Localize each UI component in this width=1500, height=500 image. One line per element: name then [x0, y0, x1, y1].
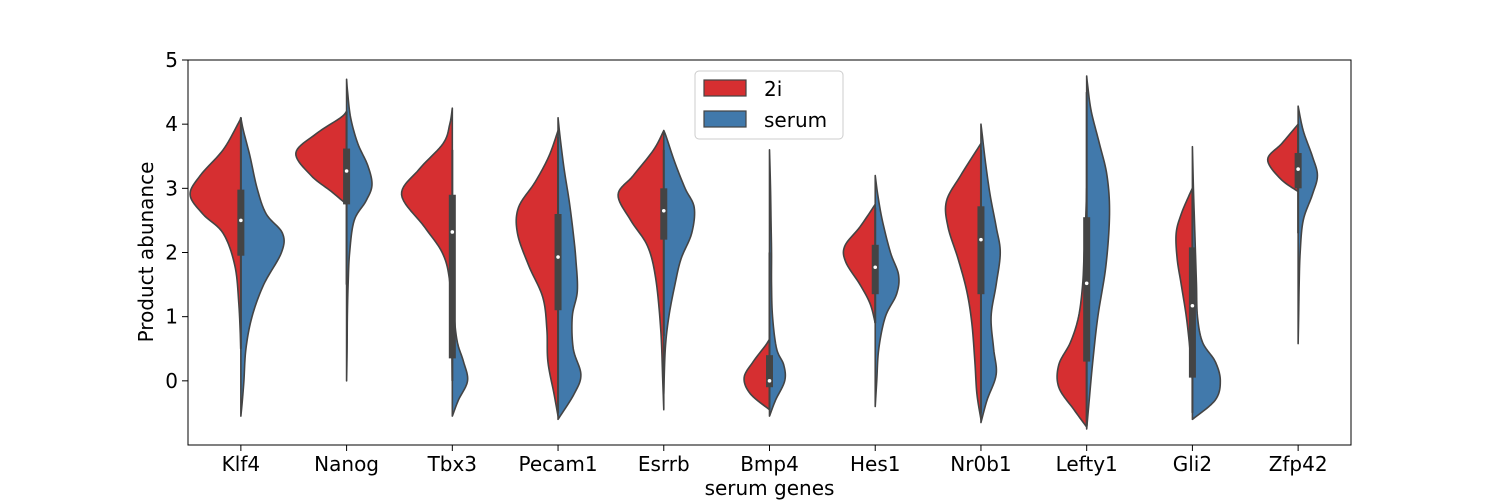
- median-dot-lefty1: [1084, 281, 1089, 286]
- violin-half-2i-zfp42: [1266, 123, 1299, 193]
- legend-label-serum: serum: [764, 108, 827, 132]
- violin-half-2i-klf4: [189, 116, 242, 350]
- x-tick-label-nr0b1: Nr0b1: [950, 452, 1011, 476]
- violin-bmp4: [743, 149, 787, 417]
- iqr-box-nanog: [343, 148, 351, 205]
- iqr-box-lefty1: [1083, 217, 1091, 362]
- violin-half-2i-gli2: [1175, 187, 1194, 382]
- violin-hes1: [842, 174, 900, 408]
- legend: 2i serum: [694, 70, 844, 140]
- legend-swatch-2i: [703, 79, 747, 97]
- violin-zfp42: [1266, 105, 1319, 345]
- violin-nr0b1: [944, 123, 1002, 424]
- median-dot-hes1: [873, 265, 878, 270]
- violin-half-2i-pecam1: [515, 129, 559, 417]
- median-dot-klf4: [239, 218, 243, 223]
- x-tick-label-tbx3: Tbx3: [427, 452, 477, 476]
- y-tick-label: 2: [165, 241, 178, 265]
- violin-half-serum-esrrb: [662, 129, 696, 395]
- violin-half-serum-lefty1: [1085, 75, 1111, 430]
- y-tick-label: 5: [165, 48, 178, 72]
- violin-pecam1: [515, 116, 582, 421]
- median-dot-zfp42: [1296, 167, 1300, 171]
- y-tick-label: 1: [165, 305, 178, 329]
- median-dot-bmp4: [767, 379, 772, 383]
- median-dot-nanog: [344, 169, 349, 173]
- median-dot-tbx3: [450, 230, 455, 234]
- violin-nanog: [295, 78, 373, 382]
- violin-half-serum-nanog: [345, 78, 373, 382]
- iqr-box-pecam1: [554, 214, 562, 311]
- violins-layer: [189, 75, 1319, 430]
- iqr-box-esrrb: [660, 188, 668, 240]
- x-axis: Klf4 Nanog Tbx3 Pecam1 Esrrb Bmp4 Hes1 Nr0b1 Lef…: [222, 445, 1328, 476]
- x-tick-label-klf4: Klf4: [222, 452, 260, 476]
- legend-swatch-serum: [703, 110, 747, 128]
- y-tick-label: 4: [165, 112, 178, 136]
- x-tick-label-zfp42: Zfp42: [1269, 452, 1328, 476]
- iqr-box-hes1: [871, 244, 879, 295]
- violin-half-serum-zfp42: [1297, 105, 1319, 345]
- median-dot-gli2: [1190, 303, 1195, 308]
- violin-lefty1: [1056, 75, 1111, 430]
- iqr-box-bmp4: [766, 355, 773, 388]
- violin-half-serum-bmp4: [768, 149, 787, 417]
- median-dot-nr0b1: [979, 237, 983, 242]
- iqr-box-gli2: [1188, 247, 1196, 378]
- y-tick-label: 3: [165, 176, 178, 200]
- violin-half-2i-hes1: [842, 203, 877, 324]
- x-tick-label-bmp4: Bmp4: [740, 452, 799, 476]
- x-tick-label-hes1: Hes1: [850, 452, 901, 476]
- median-dot-esrrb: [661, 208, 666, 213]
- median-dot-pecam1: [556, 255, 560, 259]
- iqr-box-nr0b1: [977, 206, 985, 295]
- violin-half-2i-bmp4: [743, 338, 771, 411]
- violin-half-serum-hes1: [874, 174, 900, 408]
- x-tick-label-pecam1: Pecam1: [518, 452, 597, 476]
- x-tick-label-gli2: Gli2: [1173, 452, 1212, 476]
- violin-half-2i-nanog: [295, 110, 348, 206]
- violin-half-serum-pecam1: [557, 116, 582, 421]
- x-tick-label-esrrb: Esrrb: [638, 452, 690, 476]
- violin-half-2i-nr0b1: [944, 142, 982, 421]
- violin-gli2: [1175, 145, 1222, 421]
- x-tick-label-lefty1: Lefty1: [1056, 452, 1118, 476]
- iqr-box-klf4: [237, 189, 245, 256]
- violin-half-serum-gli2: [1191, 145, 1222, 421]
- y-axis-label: Product abunance: [134, 162, 158, 343]
- violin-half-2i-esrrb: [617, 129, 665, 411]
- violin-klf4: [189, 116, 285, 417]
- y-tick-label: 0: [165, 369, 178, 393]
- x-tick-label-nanog: Nanog: [314, 452, 379, 476]
- violin-tbx3: [400, 107, 469, 417]
- violin-half-serum-nr0b1: [980, 123, 1002, 424]
- y-axis: 0 1 2 3 4 5: [165, 48, 188, 393]
- violin-esrrb: [617, 129, 696, 411]
- violin-half-serum-klf4: [240, 116, 285, 417]
- legend-label-2i: 2i: [764, 77, 782, 101]
- iqr-box-tbx3: [448, 194, 456, 359]
- x-axis-label: serum genes: [705, 476, 835, 500]
